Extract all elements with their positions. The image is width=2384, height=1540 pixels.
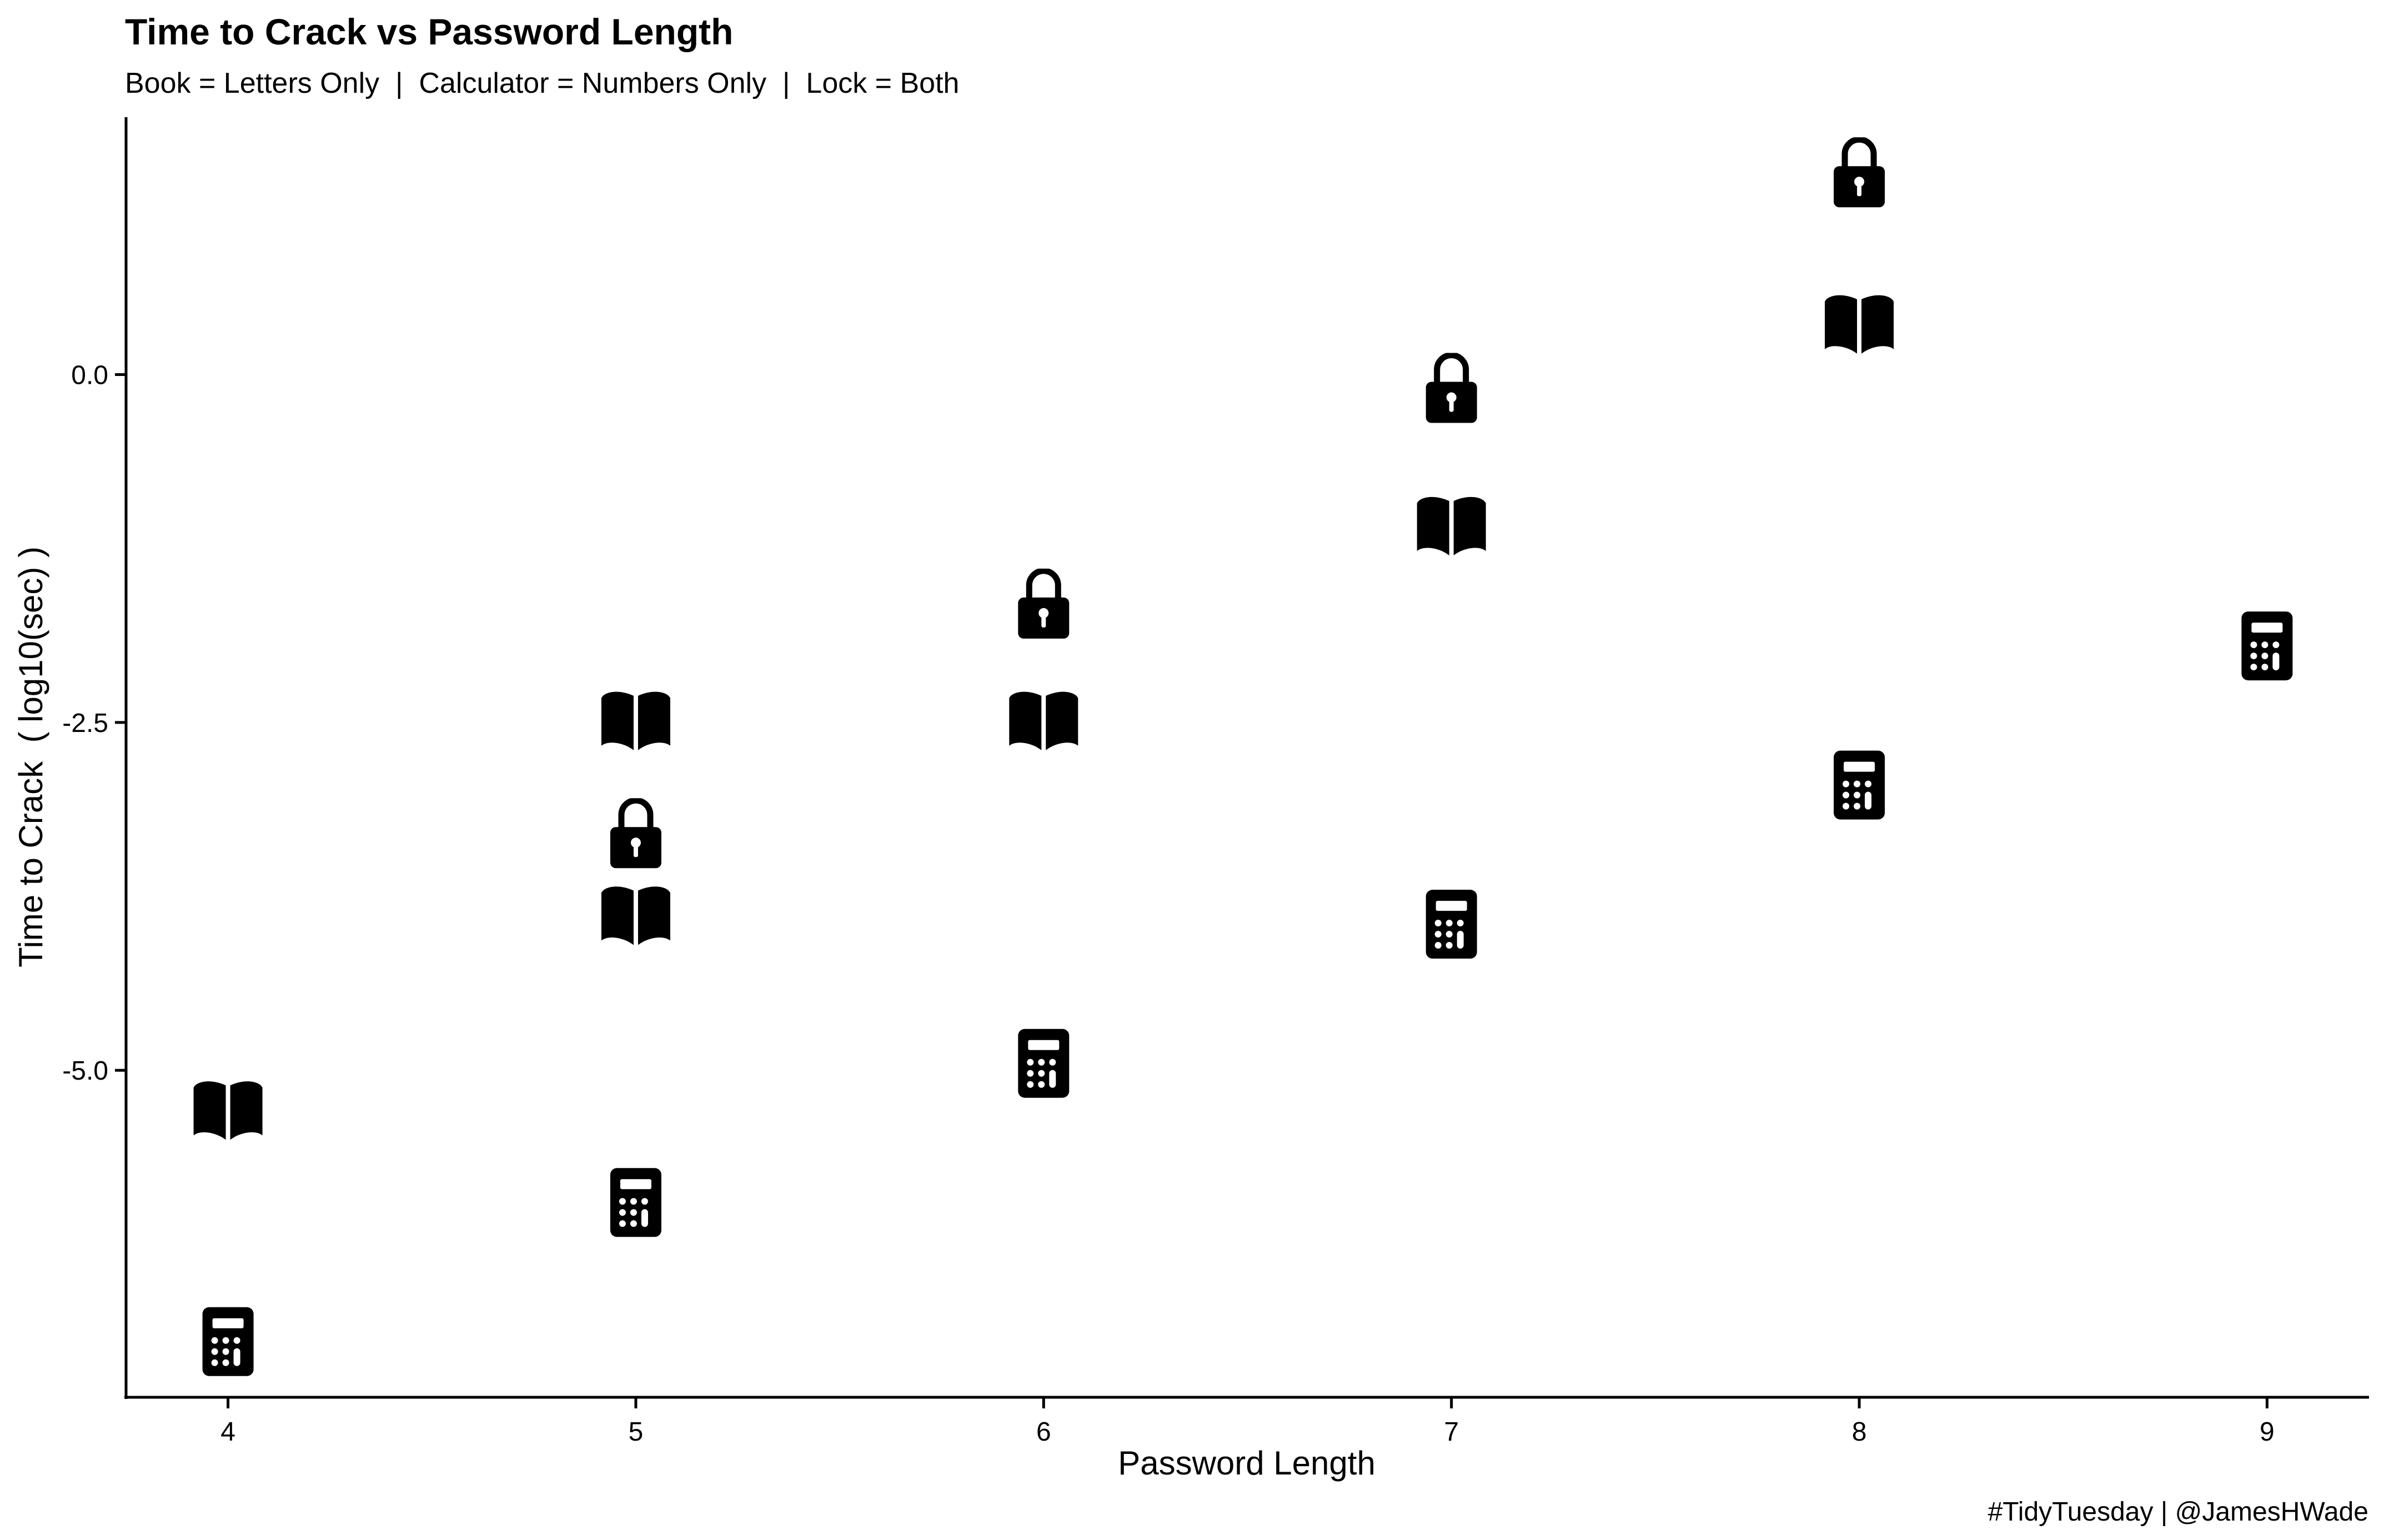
x-tick-label: 4 [220, 1417, 235, 1447]
chart-subtitle: Book = Letters Only | Calculator = Numbe… [125, 67, 959, 99]
x-tick-label: 8 [1852, 1417, 1867, 1447]
x-axis: 4 5 6 7 8 9 [220, 1397, 2275, 1447]
x-tick-label: 5 [629, 1417, 644, 1447]
calculator-icon [2241, 611, 2293, 681]
x-tick-label: 7 [1444, 1417, 1459, 1447]
y-axis-title: Time to Crack ( log10(sec) ) [12, 546, 49, 967]
data-points [193, 139, 2293, 1376]
lock-icon [1018, 571, 1069, 639]
calculator-icon [202, 1307, 254, 1376]
calculator-icon [1018, 1029, 1070, 1098]
book-icon [1417, 496, 1486, 556]
lock-icon [1834, 139, 1885, 207]
lock-icon [1426, 355, 1477, 423]
book-icon [1009, 691, 1078, 750]
chart-title: Time to Crack vs Password Length [125, 11, 733, 52]
book-icon [601, 886, 670, 945]
y-tick-label: 0.0 [71, 361, 108, 390]
calculator-icon [1834, 750, 1885, 820]
x-tick-label: 6 [1036, 1417, 1051, 1447]
x-axis-title: Password Length [1118, 1444, 1376, 1482]
book-icon [193, 1081, 263, 1140]
book-icon [601, 691, 670, 750]
lock-icon [610, 800, 661, 868]
caption: #TidyTuesday | @JamesHWade [1988, 1497, 2368, 1527]
calculator-icon [1426, 890, 1477, 959]
book-icon [1825, 295, 1894, 354]
y-axis: 0.0 -2.5 -5.0 [62, 361, 126, 1086]
calculator-icon [610, 1168, 661, 1237]
x-tick-label: 9 [2260, 1417, 2275, 1447]
y-tick-label: -5.0 [62, 1056, 108, 1086]
y-tick-label: -2.5 [62, 709, 108, 738]
